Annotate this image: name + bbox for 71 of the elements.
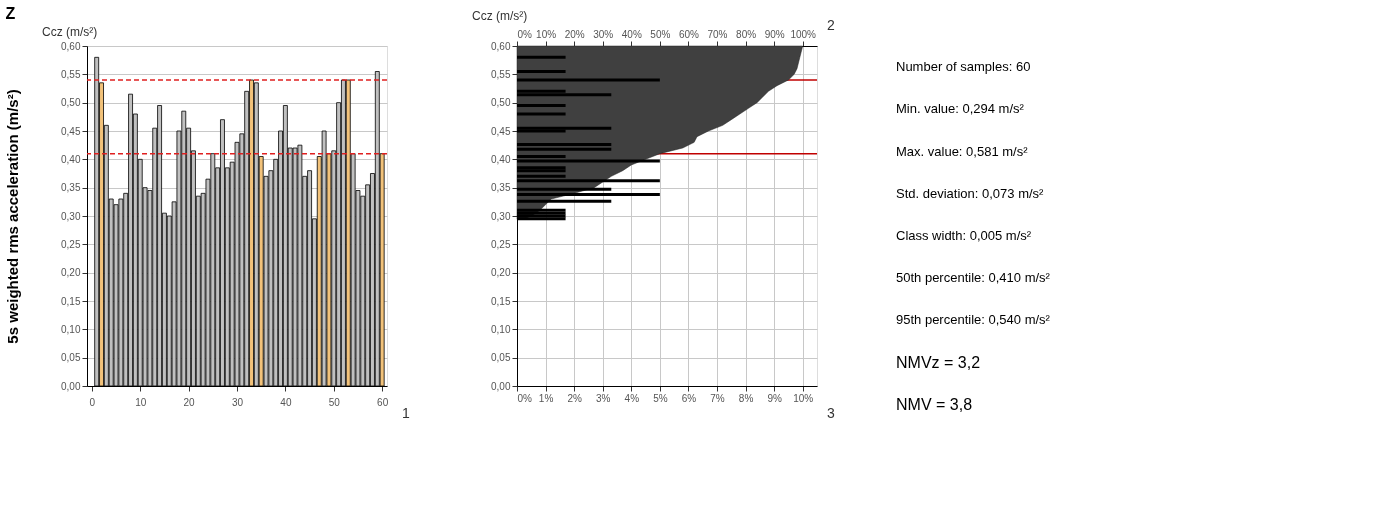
x2-tick-label: 10% [536, 28, 557, 40]
y-tick-label: 0,25 [61, 238, 81, 250]
y-tick-label: 0,50 [61, 97, 81, 109]
y-tick-label: 0,35 [61, 182, 81, 194]
text: Ccz (m/s²) [42, 25, 98, 39]
text: Std. deviation: 0,073 m/s² [896, 185, 1045, 201]
x-tick-label: 3% [595, 392, 611, 404]
x-tick-label: 5% [653, 392, 668, 404]
x2-tick-label: 0% [517, 28, 533, 40]
text: Max. value: 0,581 m/s² [896, 143, 1029, 159]
y-tick-label: 0,30 [491, 210, 511, 222]
y-tick-label: 0,05 [491, 352, 511, 364]
x2-tick-label: 100% [790, 28, 817, 40]
x-tick-label: 30 [231, 396, 244, 408]
x-tick-label: 2% [567, 392, 582, 404]
x-tick-label: 50 [328, 396, 341, 408]
y-tick-label: 0,00 [491, 380, 511, 392]
y-tick-label: 0,05 [61, 352, 81, 364]
y-tick-label: 0,15 [61, 295, 81, 307]
text: NMV = 3,8 [896, 395, 973, 413]
y-tick-label: 0,10 [491, 323, 511, 335]
text: 95th percentile: 0,540 m/s² [896, 312, 1051, 328]
x-tick-label: 10 [135, 396, 147, 408]
y-tick-label: 0,60 [61, 40, 81, 52]
text: Class width: 0,005 m/s² [896, 228, 1032, 243]
text: Min. value: 0,294 m/s² [896, 101, 1025, 117]
y-tick-label: 0,00 [61, 380, 81, 392]
x2-tick-label: 50% [650, 28, 671, 40]
text: NMVz = 3,2 [896, 353, 981, 371]
y-tick-label: 0,20 [491, 267, 511, 279]
y-tick-label: 0,60 [491, 40, 511, 52]
y-tick-label: 0,25 [491, 238, 511, 250]
x2-tick-label: 90% [764, 28, 785, 40]
x-tick-label: 1% [538, 392, 554, 404]
x2-tick-label: 80% [736, 28, 757, 40]
x-tick-label: 0 [89, 396, 96, 408]
y-tick-label: 0,40 [491, 153, 511, 165]
x-tick-label: 0% [517, 392, 533, 404]
text: 1 [402, 405, 410, 421]
y-tick-label: 0,20 [61, 267, 81, 279]
chart-title: Z [5, 5, 16, 22]
y-tick-label: 0,55 [491, 68, 511, 80]
text: 50th percentile: 0,410 m/s² [896, 270, 1051, 286]
text: 3 [827, 405, 835, 421]
y-tick-label: 0,35 [491, 182, 511, 194]
y-tick-label: 0,45 [61, 125, 81, 137]
y-axis-title: 5s weighted rms acceleration (m/s²) [4, 89, 22, 344]
y-tick-label: 0,15 [491, 295, 511, 307]
text: Ccz (m/s²) [472, 9, 528, 23]
text: Number of samples: 60 [896, 59, 1031, 75]
x2-tick-label: 70% [707, 28, 728, 40]
y-tick-label: 0,40 [61, 153, 81, 165]
x2-tick-label: 40% [621, 28, 642, 40]
text: 2 [827, 17, 835, 33]
x-tick-label: 40 [280, 396, 292, 408]
y-tick-label: 0,45 [491, 125, 511, 137]
y-tick-label: 0,30 [61, 210, 81, 222]
x2-tick-label: 20% [564, 28, 585, 40]
x-tick-label: 60 [377, 396, 389, 408]
y-tick-label: 0,10 [61, 323, 81, 335]
x-tick-label: 20 [183, 396, 196, 408]
x-tick-label: 4% [624, 392, 640, 404]
x-tick-label: 10% [793, 392, 814, 404]
x-tick-label: 6% [681, 392, 697, 404]
x-tick-label: 9% [767, 392, 782, 404]
x-tick-label: 8% [738, 392, 754, 404]
x2-tick-label: 60% [678, 28, 700, 40]
x2-tick-label: 30% [593, 28, 614, 40]
y-tick-label: 0,50 [491, 97, 511, 109]
x-tick-label: 7% [710, 392, 725, 404]
y-tick-label: 0,55 [61, 68, 81, 80]
